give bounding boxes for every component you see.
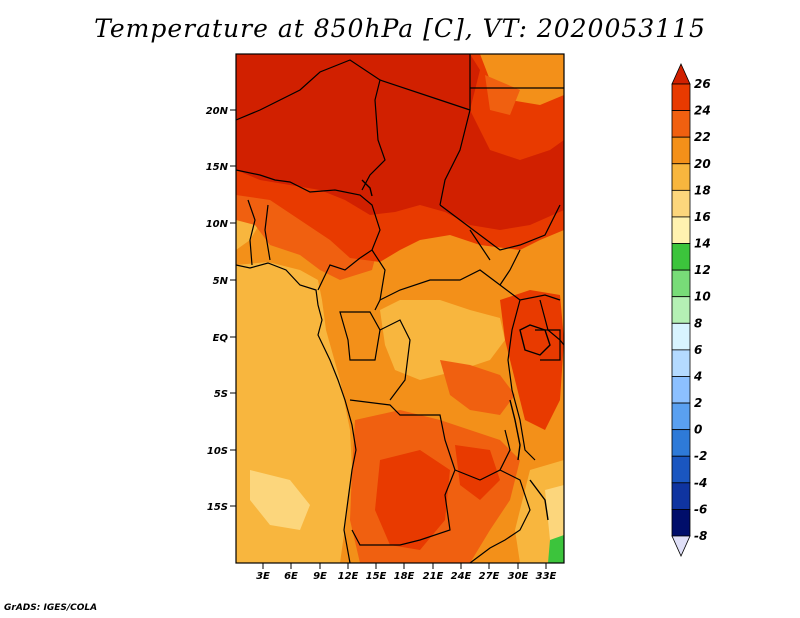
- colorbar-label: 4: [693, 369, 702, 383]
- field-18c-congo: [380, 300, 505, 380]
- colorbar-cell: [671, 429, 691, 457]
- colorbar-cell: [671, 110, 691, 138]
- field-22c-ne: [485, 75, 520, 115]
- colorbar-label: 12: [694, 263, 711, 277]
- colorbar-label: 18: [694, 183, 711, 197]
- lon-label: 33E: [536, 571, 557, 582]
- field-16c-sw: [250, 470, 310, 530]
- colorbar-cell: [671, 163, 691, 191]
- colorbar-cell: [671, 243, 691, 271]
- country-borders: [236, 54, 564, 563]
- colorbar-label: 6: [694, 343, 702, 357]
- lat-label: EQ: [213, 333, 229, 344]
- lat-label: 20N: [206, 106, 229, 117]
- colorbar-cell: [671, 83, 691, 111]
- lon-label: 21E: [423, 571, 444, 582]
- field-22c-central: [440, 360, 515, 415]
- colorbar-cell: [671, 63, 691, 85]
- lat-label: 15S: [207, 502, 228, 513]
- colorbar-label: 22: [694, 130, 711, 144]
- colorbar-label: 24: [694, 104, 711, 118]
- field-20c-ne: [480, 54, 564, 105]
- colorbar-label: 20: [694, 157, 711, 171]
- temperature-field: [236, 54, 564, 563]
- lakes: [361, 179, 551, 521]
- field-24c-south-a: [375, 450, 450, 550]
- lat-label: 10S: [207, 446, 228, 457]
- lon-label: 9E: [313, 571, 327, 582]
- lon-label: 3E: [256, 571, 270, 582]
- credit-text: GrADS: IGES/COLA: [4, 603, 98, 613]
- map-title: Temperature at 850hPa [C], VT: 202005311…: [94, 14, 706, 43]
- colorbar-cell: [671, 509, 691, 537]
- colorbar-label: 0: [694, 423, 702, 437]
- field-12c-se: [548, 535, 564, 563]
- lon-label: 24E: [451, 571, 472, 582]
- colorbar-label: 16: [694, 210, 711, 224]
- field-24c-south-b: [455, 445, 500, 500]
- lon-label: 12E: [338, 571, 359, 582]
- lon-label: 18E: [394, 571, 415, 582]
- field-24c-east: [500, 290, 564, 430]
- lon-axis: 3E 6E 9E 12E 15E 18E 21E 24E 27E 30E 33E: [256, 563, 557, 582]
- field-26c-sahara: [236, 54, 564, 230]
- colorbar-cell: [671, 482, 691, 510]
- colorbar: [671, 63, 691, 557]
- colorbar-cell: [671, 376, 691, 404]
- lat-axis: 20N 15N 10N 5N EQ 5S 10S 15S: [206, 106, 236, 513]
- lon-label: 15E: [366, 571, 387, 582]
- colorbar-cell: [671, 402, 691, 431]
- colorbar-cell: [671, 296, 691, 324]
- lat-label: 15N: [206, 162, 229, 173]
- colorbar-label: -4: [694, 476, 707, 490]
- colorbar-label: -2: [694, 449, 707, 463]
- map-frame: [235, 53, 565, 564]
- colorbar-label: -6: [694, 502, 707, 516]
- colorbar-label: 2: [694, 396, 702, 410]
- colorbar-label: -8: [694, 529, 707, 543]
- colorbar-label: 26: [694, 77, 711, 91]
- colorbar-cell: [671, 322, 691, 351]
- lat-label: 10N: [206, 219, 229, 230]
- colorbar-cell: [671, 189, 691, 218]
- lat-label: 5N: [213, 276, 229, 287]
- colorbar-cell: [671, 455, 691, 484]
- colorbar-cell: [671, 535, 691, 557]
- colorbar-cell: [671, 349, 691, 377]
- colorbar-label: 8: [694, 316, 702, 330]
- colorbar-label: 14: [694, 237, 711, 251]
- colorbar-cell: [671, 269, 691, 298]
- colorbar-cell: [671, 136, 691, 165]
- lon-label: 27E: [479, 571, 500, 582]
- lon-label: 30E: [508, 571, 529, 582]
- colorbar-label: 10: [694, 290, 711, 304]
- lon-label: 6E: [284, 571, 298, 582]
- field-16c-se: [545, 485, 564, 540]
- colorbar-cell: [671, 216, 691, 244]
- lat-label: 5S: [214, 389, 228, 400]
